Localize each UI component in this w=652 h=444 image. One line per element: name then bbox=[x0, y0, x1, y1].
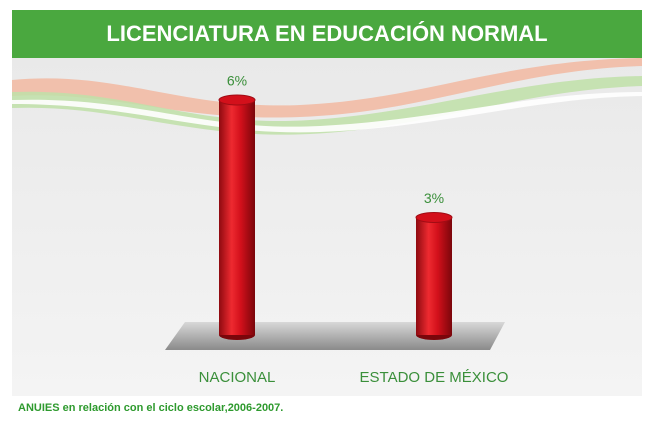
value-label: 3% bbox=[424, 190, 444, 206]
x-tick-label: ESTADO DE MÉXICO bbox=[360, 369, 509, 386]
chart-title: LICENCIATURA EN EDUCACIÓN NORMAL bbox=[106, 21, 547, 46]
source-note: ANUIES en relación con el ciclo escolar,… bbox=[18, 402, 283, 414]
bar-top bbox=[415, 212, 453, 223]
x-tick-label: NACIONAL bbox=[199, 369, 276, 386]
bar bbox=[218, 94, 256, 340]
bar-top bbox=[218, 94, 256, 106]
platform bbox=[165, 322, 505, 350]
value-label: 6% bbox=[227, 73, 247, 89]
swoosh bbox=[12, 92, 642, 133]
swoosh bbox=[12, 58, 642, 118]
bar-body bbox=[416, 217, 452, 335]
bar-body bbox=[219, 100, 255, 335]
swoosh bbox=[12, 76, 642, 135]
bar bbox=[415, 212, 453, 340]
title-bar bbox=[12, 10, 642, 58]
